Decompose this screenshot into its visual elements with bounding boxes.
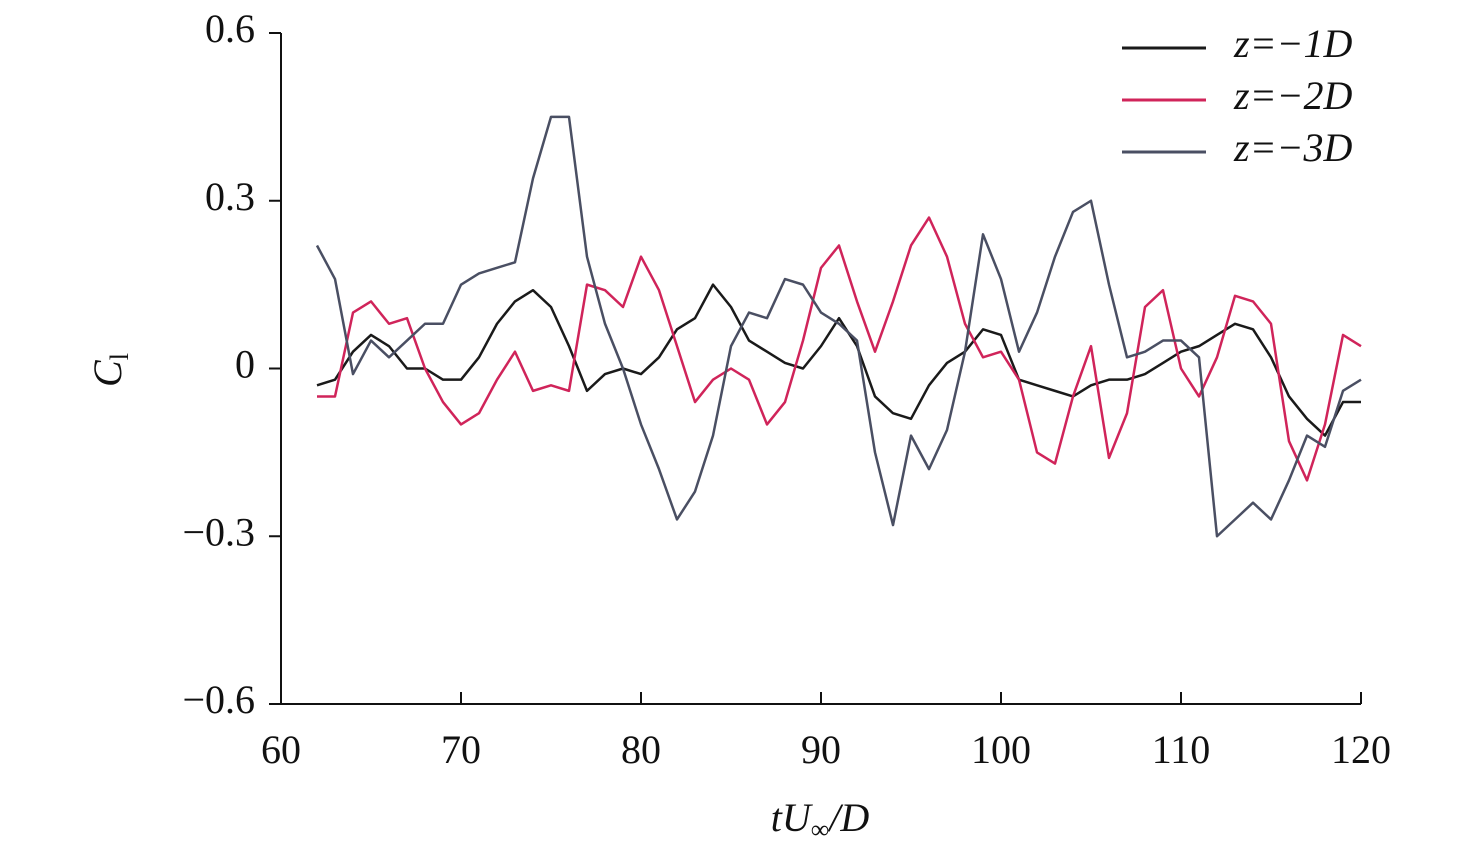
y-tick-label: 0.3 (205, 174, 255, 219)
y-tick-label: −0.6 (182, 677, 255, 722)
legend-label: z=−3D (1233, 125, 1353, 170)
y-tick-label: 0 (235, 342, 255, 387)
x-label-tail: /D (827, 795, 869, 840)
x-label-main: tU (771, 795, 814, 840)
y-label-main: C (85, 359, 130, 387)
series-line (316, 283, 1361, 437)
x-tick-label: 60 (261, 727, 301, 772)
y-axis-label: Cl (85, 353, 134, 387)
x-axis-label: tU∞/D (771, 795, 870, 844)
x-tick-label: 100 (971, 727, 1031, 772)
y-tick-label: 0.6 (205, 6, 255, 51)
legend-label: z=−1D (1233, 21, 1353, 66)
legend-label: z=−2D (1233, 73, 1353, 118)
x-tick-label: 80 (621, 727, 661, 772)
y-label-sub: l (105, 353, 134, 360)
x-tick-label: 110 (1152, 727, 1211, 772)
series-line (317, 216, 1362, 482)
x-tick-label: 120 (1331, 727, 1391, 772)
y-tick-label: −0.3 (182, 509, 255, 554)
series-line (315, 115, 1362, 538)
x-label-sub: ∞ (811, 815, 830, 844)
x-tick-label: 70 (441, 727, 481, 772)
x-tick-label: 90 (801, 727, 841, 772)
